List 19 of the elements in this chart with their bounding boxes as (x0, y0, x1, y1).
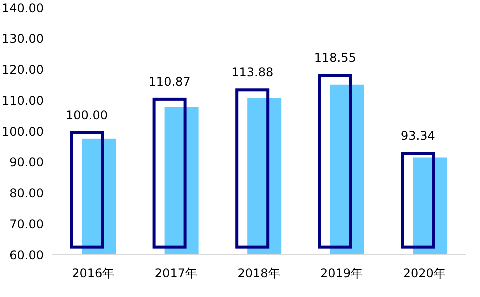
y-tick-label: 100.00 (2, 124, 44, 139)
y-tick-label: 70.00 (10, 217, 44, 232)
x-tick-label: 2020年 (403, 266, 446, 281)
y-tick-label: 90.00 (10, 156, 44, 170)
y-tick-label: 60.00 (10, 248, 44, 262)
data-label: 113.88 (232, 66, 274, 80)
y-tick-label: 140.00 (2, 1, 44, 16)
x-tick-label: 2016年 (72, 266, 115, 281)
x-tick-label: 2018年 (238, 266, 280, 281)
data-label: 110.87 (148, 74, 191, 89)
data-label: 93.34 (401, 129, 436, 144)
x-tick-label: 2017年 (154, 266, 198, 281)
y-tick-label: 110.00 (2, 94, 44, 108)
y-tick-label: 80.00 (10, 186, 44, 201)
y-tick-label: 120.00 (2, 63, 44, 78)
y-tick-label: 130.00 (2, 32, 44, 46)
data-label: 100.00 (66, 108, 108, 122)
data-label: 118.55 (314, 51, 356, 66)
x-tick-label: 2019年 (320, 266, 364, 281)
